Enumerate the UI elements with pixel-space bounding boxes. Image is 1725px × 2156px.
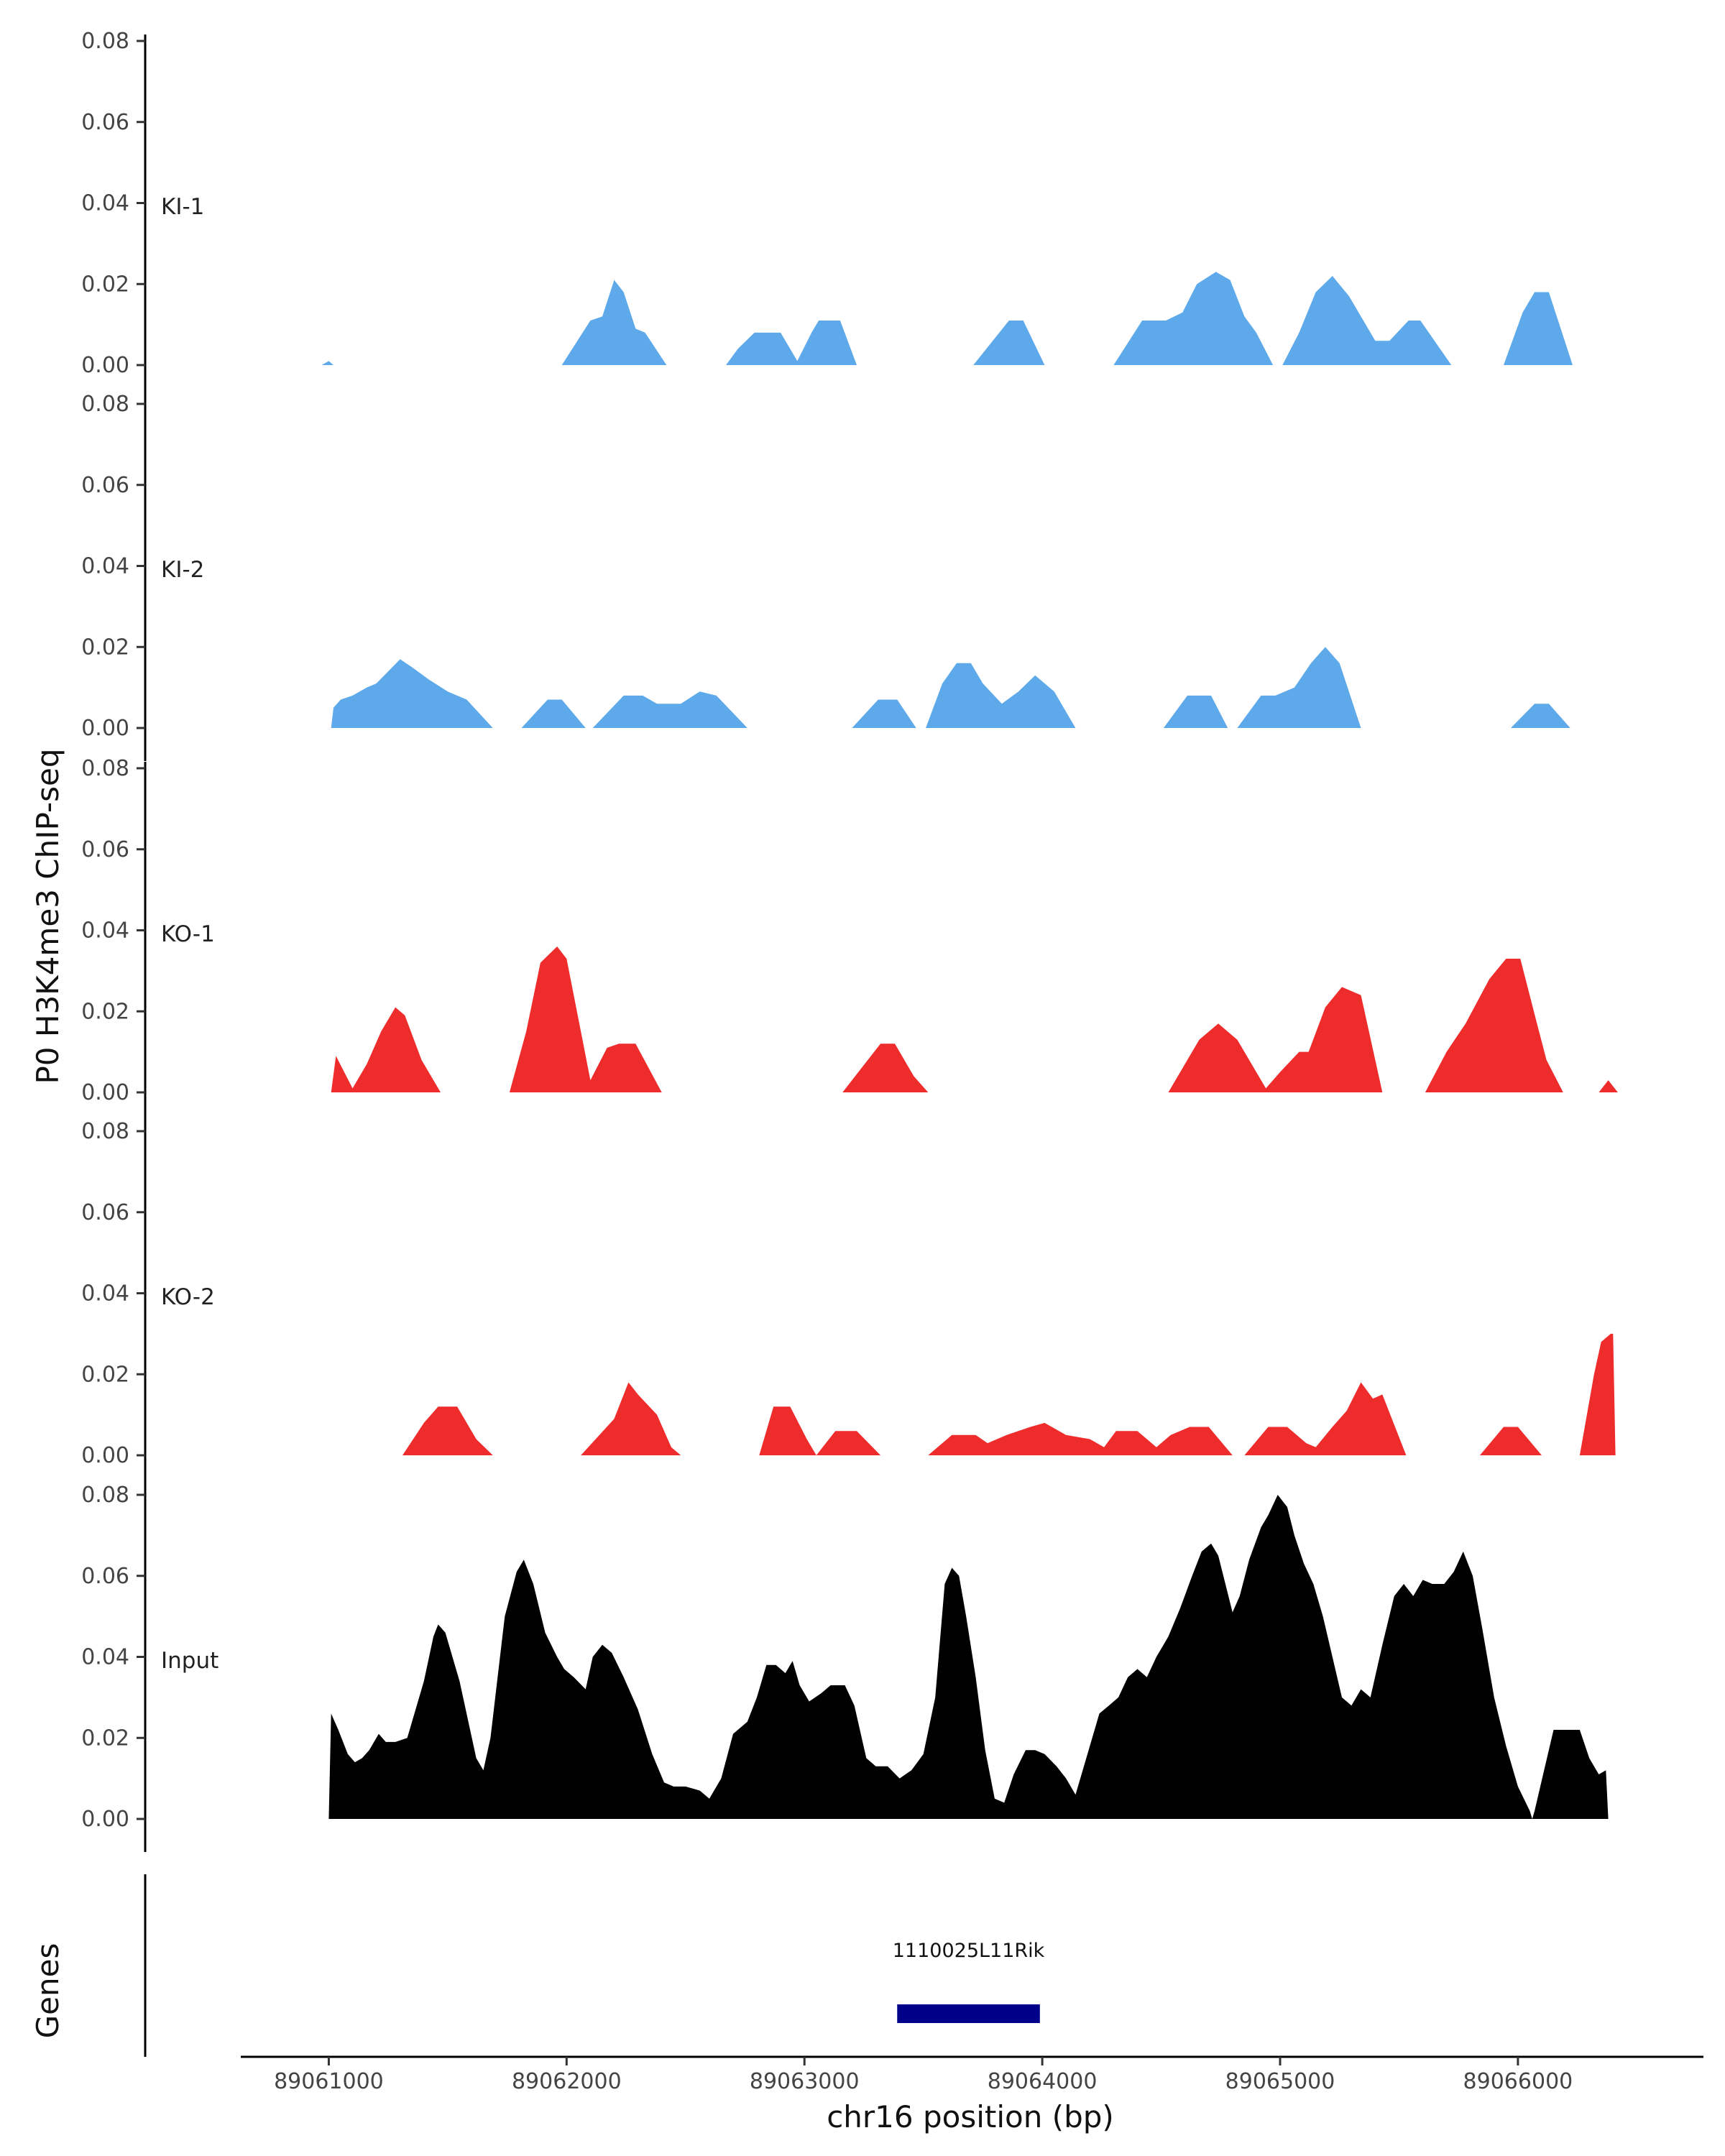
y-tick-label: 0.00	[81, 353, 129, 378]
coverage-area	[328, 1495, 1609, 1819]
genes-axis-title: Genes	[30, 1943, 65, 2039]
y-tick-label: 0.06	[81, 473, 129, 498]
track-panel-ki-1: 0.00 0.02 0.04 0.06 0.08 KI-1	[81, 29, 1573, 398]
coverage-area	[1282, 276, 1452, 365]
y-tick-label: 0.02	[81, 272, 129, 297]
track-label: KO-1	[161, 921, 215, 947]
coverage-area	[1237, 647, 1361, 728]
track-label: KI-2	[161, 557, 204, 583]
y-tick-label: 0.00	[81, 1443, 129, 1468]
track-panel-ki-2: 0.00 0.02 0.04 0.06 0.08 KI-2	[81, 392, 1570, 761]
track-label: KI-1	[161, 194, 204, 220]
coverage-area	[331, 1007, 441, 1092]
coverage-area	[842, 1044, 929, 1092]
y-tick-label: 0.08	[81, 392, 129, 417]
y-tick-label: 0.04	[81, 1645, 129, 1670]
coverage-area	[592, 691, 748, 728]
coverage-area	[759, 1406, 881, 1455]
y-tick-label: 0.00	[81, 716, 129, 741]
gene-label: 1110025L11Rik	[893, 1940, 1045, 1962]
track-label: KO-2	[161, 1284, 215, 1310]
x-tick-label: 89066000	[1463, 2069, 1573, 2094]
x-tick-label: 89065000	[1225, 2069, 1335, 2094]
coverage-area	[561, 280, 667, 365]
coverage-area	[973, 321, 1045, 365]
y-tick-label: 0.04	[81, 191, 129, 216]
coverage-area	[928, 1422, 1233, 1455]
genes-panel: 1110025L11Rik	[144, 1874, 1045, 2057]
x-axis: 89061000 89062000 89063000 89064000 89065000…	[241, 2055, 1703, 2094]
coverage-area	[852, 699, 916, 728]
coverage-area	[402, 1406, 493, 1455]
x-axis-title: chr16 position (bp)	[827, 2099, 1114, 2134]
coverage-area	[1244, 1382, 1407, 1455]
coverage-area	[509, 946, 662, 1092]
x-tick-label: 89062000	[512, 2069, 622, 2094]
y-tick-label: 0.00	[81, 1807, 129, 1832]
y-tick-label: 0.04	[81, 918, 129, 944]
y-axis-title: P0 H3K4me3 ChIP-seq	[30, 748, 65, 1084]
track-panel-ko-1: 0.00 0.02 0.04 0.06 0.08 KO-1	[81, 756, 1618, 1125]
y-tick-label: 0.08	[81, 1483, 129, 1508]
gene-body	[897, 2004, 1040, 2023]
y-tick-label: 0.08	[81, 1119, 129, 1144]
y-tick-label: 0.06	[81, 1564, 129, 1589]
y-tick-label: 0.04	[81, 1281, 129, 1307]
y-tick-label: 0.02	[81, 635, 129, 660]
y-tick-label: 0.00	[81, 1080, 129, 1105]
coverage-area	[1598, 1080, 1618, 1092]
coverage-area	[1163, 695, 1228, 728]
y-tick-label: 0.06	[81, 1200, 129, 1225]
track-panel-input: 0.00 0.02 0.04 0.06 0.08 Input	[81, 1483, 1609, 1852]
track-label: Input	[161, 1648, 218, 1674]
coverage-area	[331, 659, 493, 728]
coverage-area	[1579, 1333, 1616, 1455]
x-tick-label: 89063000	[750, 2069, 860, 2094]
y-tick-label: 0.02	[81, 1726, 129, 1751]
coverage-area	[1425, 959, 1563, 1092]
coverage-area	[926, 663, 1076, 728]
y-tick-label: 0.06	[81, 110, 129, 135]
coverage-area	[1113, 272, 1274, 365]
coverage-area	[321, 361, 334, 365]
y-tick-label: 0.02	[81, 999, 129, 1024]
y-tick-label: 0.04	[81, 554, 129, 579]
y-tick-label: 0.08	[81, 756, 129, 781]
coverage-area	[521, 699, 586, 728]
coverage-area	[726, 321, 857, 365]
y-tick-label: 0.06	[81, 837, 129, 862]
x-tick-label: 89061000	[274, 2069, 384, 2094]
y-tick-label: 0.02	[81, 1362, 129, 1387]
y-tick-label: 0.08	[81, 29, 129, 54]
coverage-area	[1168, 987, 1383, 1092]
coverage-area	[1511, 704, 1570, 728]
coverage-area	[1480, 1427, 1542, 1455]
coverage-area	[581, 1382, 681, 1455]
coverage-area	[1504, 292, 1573, 365]
x-tick-label: 89064000	[988, 2069, 1098, 2094]
track-panel-ko-2: 0.00 0.02 0.04 0.06 0.08 KO-2	[81, 1119, 1616, 1488]
